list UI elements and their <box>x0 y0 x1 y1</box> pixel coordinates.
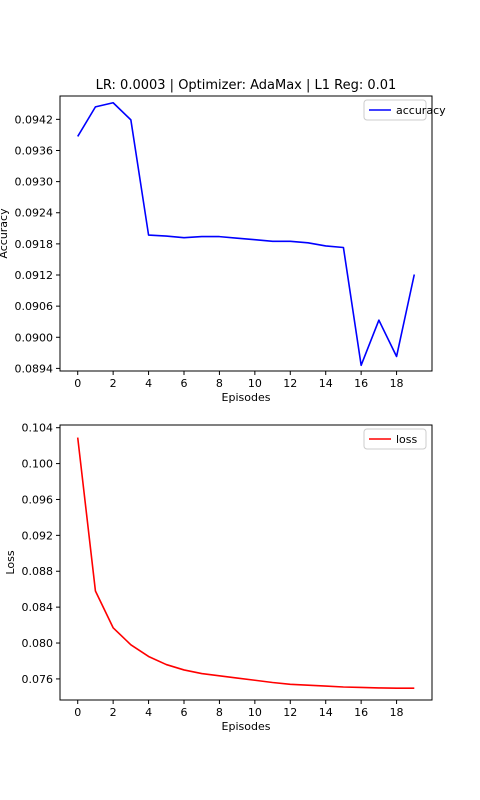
x-tick-label: 14 <box>319 377 333 390</box>
x-tick-label: 0 <box>74 706 81 719</box>
series-line-accuracy <box>77 101 416 367</box>
y-tick-label: 0.0942 <box>15 113 54 126</box>
x-tick-label: 10 <box>248 377 262 390</box>
x-tick-label: 8 <box>216 377 223 390</box>
x-tick-label: 18 <box>390 706 404 719</box>
y-tick-label: 0.084 <box>22 601 54 614</box>
legend-label: accuracy <box>396 104 446 117</box>
plot-frame <box>59 424 433 701</box>
x-tick-label: 2 <box>110 706 117 719</box>
x-axis-label: Episodes <box>222 720 271 733</box>
y-tick-label: 0.0912 <box>15 269 54 282</box>
x-tick-label: 4 <box>145 706 152 719</box>
x-tick-label: 2 <box>110 377 117 390</box>
y-tick-label: 0.0906 <box>15 300 54 313</box>
x-tick-label: 6 <box>181 377 188 390</box>
y-tick-label: 0.080 <box>22 637 54 650</box>
chart-title: LR: 0.0003 | Optimizer: AdaMax | L1 Reg:… <box>96 78 397 93</box>
legend-label: loss <box>396 433 418 446</box>
y-tick-label: 0.088 <box>22 565 54 578</box>
y-tick-label: 0.0924 <box>15 207 54 220</box>
x-tick-label: 12 <box>283 377 297 390</box>
x-tick-label: 12 <box>283 706 297 719</box>
legend-box <box>363 428 427 450</box>
y-tick-label: 0.0894 <box>15 362 54 375</box>
x-tick-label: 14 <box>319 706 333 719</box>
x-tick-label: 10 <box>248 706 262 719</box>
legend: accuracy <box>363 99 446 121</box>
plot-frame <box>59 95 433 372</box>
x-tick-label: 16 <box>354 377 368 390</box>
y-axis-label: Loss <box>4 550 17 574</box>
legend: loss <box>363 428 427 450</box>
y-tick-label: 0.0936 <box>15 144 54 157</box>
y-tick-label: 0.096 <box>22 493 54 506</box>
x-tick-label: 6 <box>181 706 188 719</box>
x-axis-label: Episodes <box>222 391 271 404</box>
y-tick-label: 0.092 <box>22 529 54 542</box>
x-tick-label: 0 <box>74 377 81 390</box>
series-line-loss <box>76 437 415 689</box>
y-axis-label: Accuracy <box>0 208 10 259</box>
loss-chart: 0 2 4 6 8 10 12 14 16 18 0.076 0.080 0.084 0.088 0.092… <box>4 422 433 733</box>
y-tick-label: 0.0930 <box>15 176 54 189</box>
x-tick-label: 18 <box>390 377 404 390</box>
x-tick-label: 16 <box>354 706 368 719</box>
legend-box <box>363 99 427 121</box>
y-tick-label: 0.076 <box>22 673 54 686</box>
x-tick-label: 4 <box>145 377 152 390</box>
y-tick-label: 0.0900 <box>15 331 54 344</box>
accuracy-chart: 0 2 4 6 8 10 12 14 16 18 0.0894 0.0900 0.0906 0.0912 0… <box>0 78 446 404</box>
y-tick-label: 0.104 <box>22 422 54 435</box>
y-tick-label: 0.0918 <box>15 238 54 251</box>
y-tick-label: 0.100 <box>22 458 54 471</box>
x-tick-label: 8 <box>216 706 223 719</box>
